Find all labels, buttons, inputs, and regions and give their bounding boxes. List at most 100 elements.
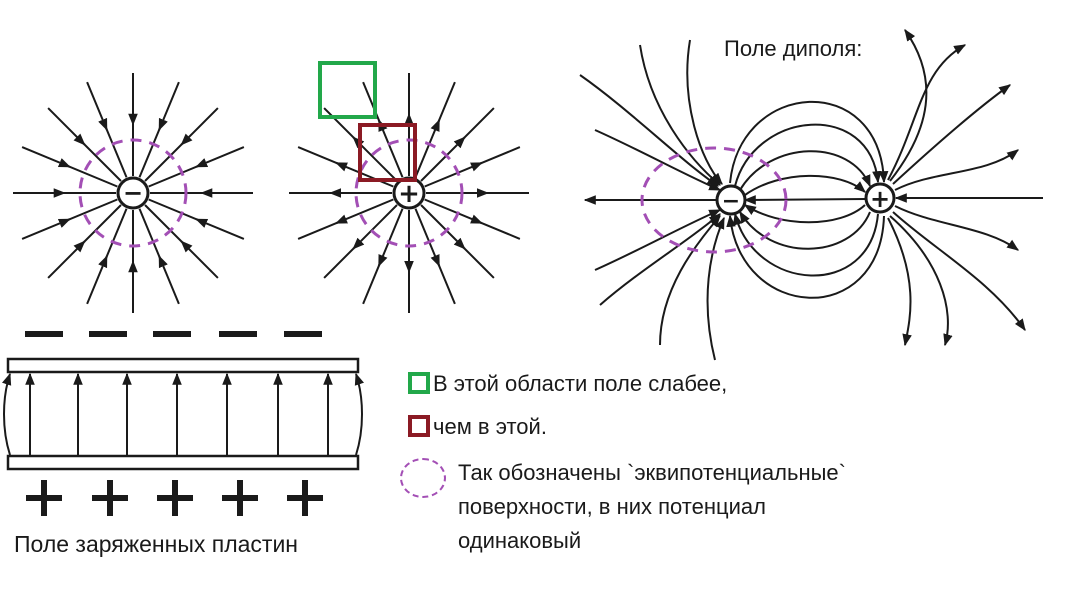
field-arrow (158, 255, 168, 269)
field-arrow (195, 218, 209, 228)
field-line (297, 198, 394, 240)
field-line (148, 146, 245, 188)
plate-field-lines (2, 372, 364, 456)
negative-charge-field: − (13, 73, 253, 313)
dipole-loop (729, 100, 889, 184)
legend-weak-field: В этой области поле слабее, (408, 371, 728, 398)
field-arrow (469, 161, 483, 172)
field-arrow (377, 253, 388, 267)
strong-field-box (358, 123, 417, 182)
dipole-axis-between (743, 195, 867, 205)
field-arrow (195, 158, 209, 168)
dipole-outer-line (892, 211, 1026, 331)
field-arrow (180, 133, 193, 146)
dipole-positive-charge (864, 182, 896, 214)
dipole-loop (733, 212, 879, 277)
dipole-negative-charge (715, 184, 747, 216)
legend-equipotential-text: Так обозначены `эквипотенциальные` повер… (458, 456, 958, 558)
dipole-negative-sign: − (722, 189, 740, 214)
negative-charge-sign: − (123, 179, 143, 207)
dipole-outer-line (889, 215, 953, 347)
positive-charge-field: + (289, 61, 529, 313)
dipole-outer-line (594, 209, 722, 271)
field-arrow (453, 237, 466, 250)
field-arrow (469, 214, 483, 225)
dashed-circle-icon (400, 458, 446, 498)
legend-equipotential-line: Так обозначены `эквипотенциальные` (458, 460, 846, 485)
field-arrow (180, 240, 193, 253)
legend-equipotential-line: одинаковый (458, 528, 582, 553)
field-arrow (335, 161, 349, 172)
field-line (424, 146, 521, 188)
field-line (414, 81, 456, 178)
dipole-outer-line (894, 205, 1019, 251)
fringe-line-right (354, 372, 364, 456)
dipole-outer-line (894, 149, 1019, 191)
dipole-field (579, 29, 1043, 361)
negative-field-lines (13, 73, 253, 313)
minus-signs (25, 331, 322, 337)
field-arrow (158, 117, 168, 131)
dipole-outer-line (706, 216, 725, 361)
field-arrow (453, 136, 466, 149)
weak-field-box (318, 61, 377, 119)
negative-charge (116, 176, 150, 210)
field-line (414, 208, 456, 305)
green-square-icon (408, 372, 430, 394)
legend-equipotential-line: поверхности, в них потенциал (458, 494, 766, 519)
field-line (362, 81, 404, 178)
dipole-positive-sign: + (870, 185, 890, 213)
minus-sign (153, 331, 191, 337)
field-line (21, 198, 118, 240)
dipole-outer-line (887, 44, 967, 181)
dipole-loop (734, 123, 882, 187)
legend-strong-field-text: чем в этой. (433, 414, 547, 439)
minus-sign (89, 331, 127, 337)
dipole-outer-line (639, 44, 721, 186)
field-arrow (57, 218, 71, 228)
minus-sign (25, 331, 63, 337)
field-arrow (98, 117, 108, 131)
dipole-loop (743, 204, 866, 224)
dipole-outer-line (659, 215, 721, 346)
dipole-outer-line (686, 39, 723, 185)
positive-charge-sign: + (398, 179, 420, 209)
dipole-loop (726, 214, 885, 299)
dipole-loop (744, 174, 866, 196)
field-arrow (430, 253, 441, 267)
dipole-outer-line (892, 84, 1011, 185)
dipole-loop (739, 210, 871, 250)
field-arrow (73, 133, 86, 146)
field-arrow (430, 119, 441, 133)
legend-strong-field: чем в этой. (408, 414, 547, 441)
dipole-title: Поле диполя: (724, 36, 863, 61)
red-square-icon (408, 415, 430, 437)
dipole-outer-line (594, 129, 722, 191)
plates-title: Поле заряженных пластин (14, 531, 298, 557)
plus-signs (26, 480, 323, 516)
field-line (21, 146, 118, 188)
field-line (424, 198, 521, 240)
legend-equipotential: Так обозначены `эквипотенциальные` повер… (400, 458, 958, 558)
field-arrow (73, 240, 86, 253)
field-line (148, 198, 245, 240)
dipole-loop (739, 150, 871, 191)
positive-equipotential-surface (354, 138, 464, 248)
dipole-outer-line (887, 217, 912, 347)
dipole-outer-line (579, 74, 719, 187)
legend-weak-field-text: В этой области поле слабее, (433, 371, 728, 396)
dipole-outer-line (889, 29, 928, 182)
dipole-outer-line (599, 213, 721, 306)
field-arrow (335, 214, 349, 225)
minus-sign (284, 331, 322, 337)
positive-plate (6, 454, 360, 471)
minus-sign (219, 331, 257, 337)
fringe-line-left (2, 372, 12, 456)
dipole-equipotential-surface (640, 146, 788, 254)
negative-plate (6, 357, 360, 374)
positive-field-lines (289, 73, 529, 313)
charged-plates (2, 331, 364, 516)
negative-equipotential-surface (78, 138, 188, 248)
field-arrow (352, 237, 365, 250)
